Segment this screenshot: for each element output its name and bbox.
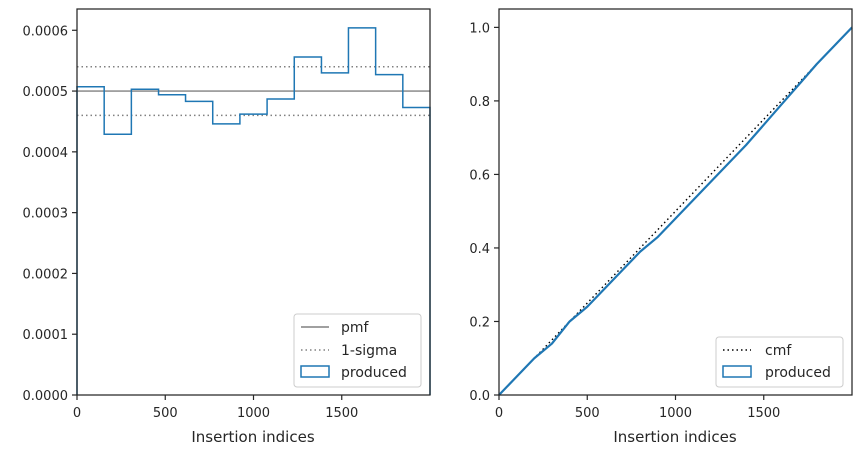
histogram-frame (76, 8, 431, 396)
produced-cumulative-line (498, 26, 853, 396)
legend-cumulative-produced-label: produced (765, 365, 831, 381)
histogram-legend-box (293, 313, 422, 388)
cumulative-panel: 0 500 1000 1500 0.0 0.2 0.4 0.6 0.8 1.0 Insertion… (469, 8, 853, 446)
y-tick-label: 0.0 (469, 389, 490, 404)
cumulative-legend-box (715, 336, 844, 388)
cumulative-ticks: 0 500 1000 1500 0.0 0.2 0.4 0.6 0.8 1.0 (469, 21, 780, 421)
y-tick-label: 0.0001 (23, 328, 69, 343)
legend-cumulative-produced-swatch (722, 365, 752, 378)
x-tick-label: 1500 (325, 406, 358, 421)
y-tick-label: 0.6 (469, 168, 490, 183)
legend-pmf-label: pmf (341, 320, 370, 336)
y-tick-label: 1.0 (469, 21, 490, 36)
cumulative-xlabel: Insertion indices (613, 428, 736, 446)
y-tick-label: 0.0004 (23, 146, 69, 161)
cumulative-plot-area (499, 9, 852, 395)
x-tick-label: 1000 (659, 406, 692, 421)
histogram-marks (76, 27, 431, 395)
x-tick-label: 0 (73, 406, 81, 421)
y-tick-label: 0.0002 (23, 267, 69, 282)
x-tick-label: 500 (153, 406, 178, 421)
y-tick-label: 0.0003 (23, 207, 69, 222)
x-tick-label: 1500 (747, 406, 780, 421)
y-tick-label: 0.4 (469, 242, 490, 257)
y-tick-label: 0.0006 (23, 24, 69, 39)
y-tick-label: 0.0005 (23, 85, 69, 100)
cumulative-frame (498, 8, 853, 396)
x-tick-label: 1000 (237, 406, 270, 421)
cumulative-marks (498, 26, 853, 396)
histogram-panel: 0 500 1000 1500 0.0000 0.0001 0.0002 0.0003 0.00… (23, 8, 431, 446)
cumulative-legend: cmf produced (715, 336, 844, 388)
x-tick-label: 500 (575, 406, 600, 421)
histogram-xlabel: Insertion indices (191, 428, 314, 446)
legend-sigma-label: 1-sigma (341, 343, 397, 359)
y-tick-label: 0.0000 (23, 389, 69, 404)
produced-step-histogram (76, 27, 431, 395)
legend-produced-label: produced (341, 365, 407, 381)
y-tick-label: 0.8 (469, 95, 490, 110)
x-tick-label: 0 (495, 406, 503, 421)
legend-produced-swatch (300, 365, 330, 378)
histogram-legend: pmf 1-sigma produced (293, 313, 422, 388)
legend-cmf-label: cmf (765, 343, 792, 359)
histogram-ticks: 0 500 1000 1500 0.0000 0.0001 0.0002 0.0003 0.00… (23, 24, 359, 421)
y-tick-label: 0.2 (469, 315, 490, 330)
